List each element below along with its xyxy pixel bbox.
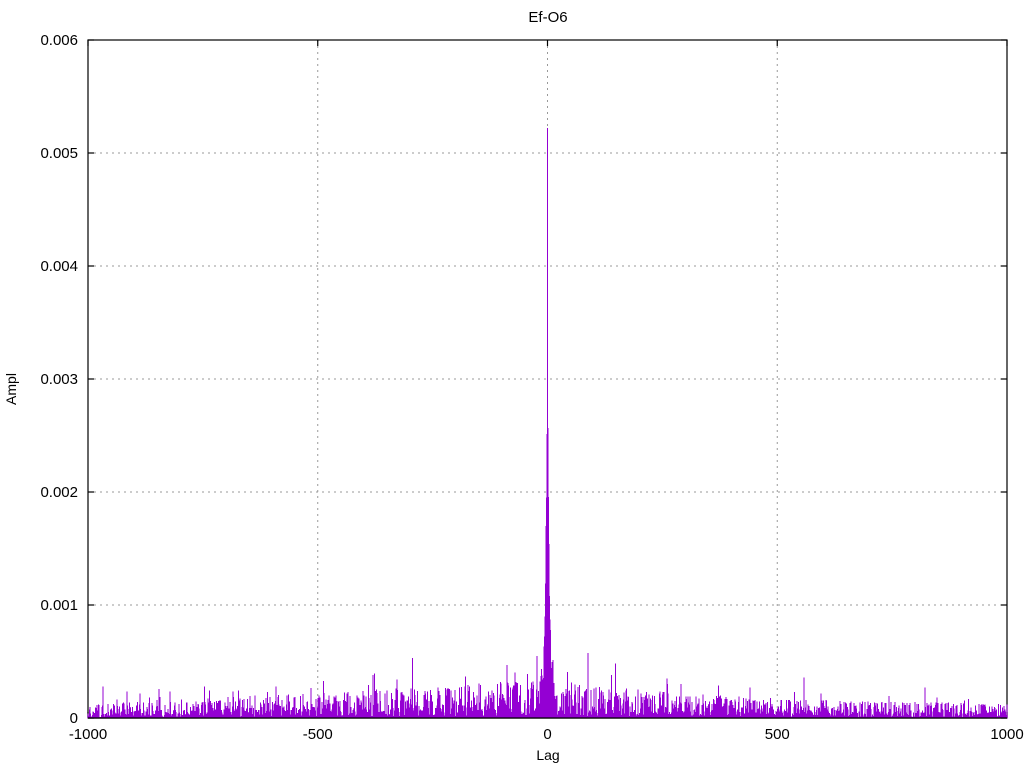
series-line-ef-o6 [87,128,1008,719]
x-tick-label: 500 [765,726,790,743]
x-tick-label: -500 [303,726,333,743]
y-axis-label: Ampl [3,373,19,405]
axis-tick-labels: -1000 -500 0 500 1000 0 0.001 0.002 0.003 0.004 0.… [40,32,1023,743]
y-tick-label: 0.005 [40,145,78,162]
y-tick-label: 0.004 [40,258,78,275]
x-tick-label: 0 [543,726,551,743]
series-ef-o6 [87,128,1008,719]
x-tick-label: -1000 [69,726,107,743]
y-tick-label: 0 [70,710,78,727]
y-tick-label: 0.003 [40,371,78,388]
y-tick-label: 0.002 [40,484,78,501]
x-axis-label: Lag [536,747,559,763]
x-tick-label: 1000 [990,726,1023,743]
y-tick-label: 0.006 [40,32,78,49]
chart-title: Ef-O6 [528,9,567,26]
y-tick-label: 0.001 [40,597,78,614]
